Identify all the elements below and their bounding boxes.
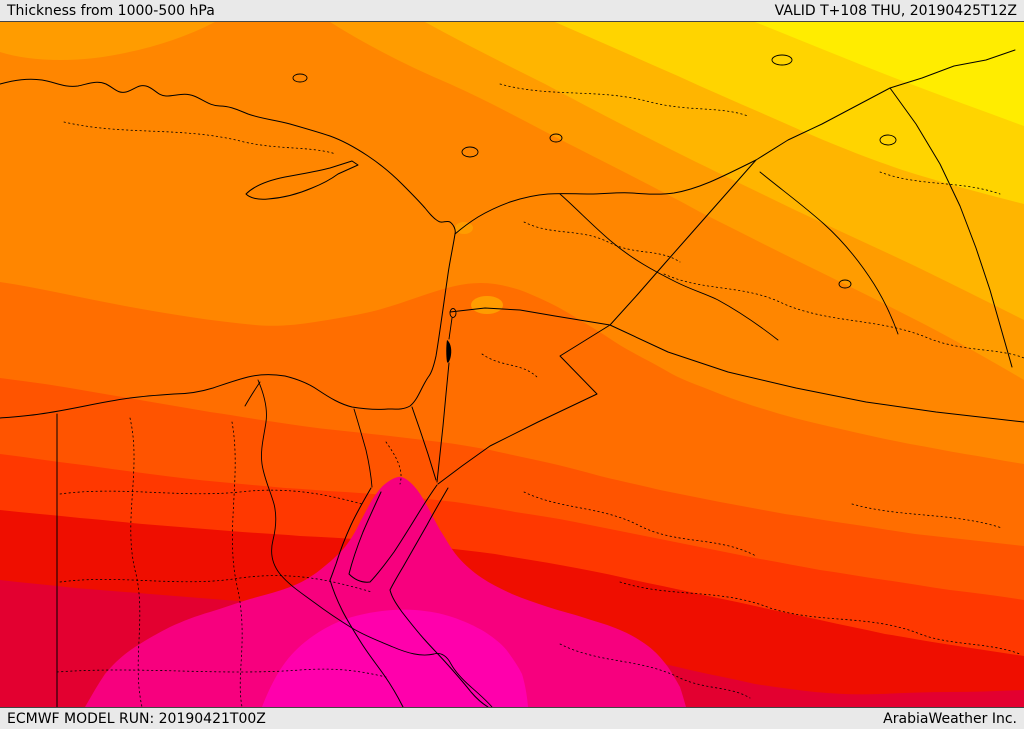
map-header: Thickness from 1000-500 hPa VALID T+108 … — [0, 0, 1024, 22]
admin-line — [851, 503, 1003, 529]
admin-line — [63, 121, 337, 155]
river-tigris — [759, 171, 899, 335]
admin-line — [231, 421, 243, 707]
admin-line — [56, 668, 387, 678]
coast-gulf-suez-west — [329, 487, 372, 581]
map-title: Thickness from 1000-500 hPa — [7, 2, 215, 19]
admin-line — [129, 417, 143, 707]
coast-aqaba-east-red-sea — [389, 487, 489, 707]
lake-icon — [461, 146, 479, 158]
admin-borders — [56, 83, 1024, 707]
band-light-orange-topleft — [0, 22, 215, 60]
coast-red-sea-west — [329, 579, 404, 707]
admin-line — [499, 83, 749, 117]
valid-time: VALID T+108 THU, 20190425T12Z — [774, 2, 1017, 19]
admin-line — [59, 489, 363, 505]
river-nile — [257, 379, 493, 707]
border-jordan-saudi — [437, 324, 611, 485]
admin-line — [663, 273, 1024, 359]
model-run-label: ECMWF MODEL RUN: 20190421T00Z — [7, 710, 266, 727]
river-jordan — [448, 317, 453, 340]
lake-icon — [838, 279, 852, 289]
border-turkey-syria — [454, 159, 757, 235]
suez-canal — [353, 408, 373, 488]
border-jordan-syria — [449, 307, 611, 326]
warm-spot-north-levant — [455, 222, 473, 234]
admin-line — [523, 221, 681, 263]
border-iraq-iran — [889, 87, 1013, 368]
border-israel-jordan — [436, 362, 450, 483]
admin-line — [59, 575, 373, 593]
border-syria-iraq — [609, 159, 757, 326]
lake-icon — [549, 133, 563, 143]
sea-of-galilee — [449, 308, 457, 318]
rivers — [244, 171, 899, 707]
band-magenta — [85, 476, 686, 707]
band-pink — [262, 609, 528, 707]
lake-icon — [879, 134, 897, 146]
river-euphrates — [559, 193, 779, 341]
credit-label: ArabiaWeather Inc. — [883, 710, 1017, 727]
admin-line — [481, 353, 539, 379]
coastlines — [0, 78, 489, 707]
river-nile-delta-branch — [244, 381, 261, 407]
lakes — [292, 54, 897, 363]
border-israel-egypt — [411, 406, 437, 481]
admin-line — [523, 491, 757, 557]
dead-sea — [446, 340, 452, 363]
admin-line — [619, 581, 1021, 655]
contour-fills — [0, 22, 1024, 707]
warm-spot-levant — [471, 296, 503, 314]
coast-sinai-east — [348, 484, 438, 583]
thickness-map-svg — [0, 22, 1024, 707]
map-canvas — [0, 22, 1024, 707]
country-borders — [56, 49, 1024, 707]
admin-line — [385, 441, 402, 485]
band-bright-yellow — [755, 22, 1024, 126]
coast-cyprus — [245, 160, 359, 200]
lake-icon — [771, 54, 793, 66]
admin-line — [879, 171, 1001, 195]
map-footer: ECMWF MODEL RUN: 20190421T00Z ArabiaWeat… — [0, 707, 1024, 729]
lake-icon — [292, 73, 308, 83]
border-iraq-saudi — [609, 324, 1024, 423]
